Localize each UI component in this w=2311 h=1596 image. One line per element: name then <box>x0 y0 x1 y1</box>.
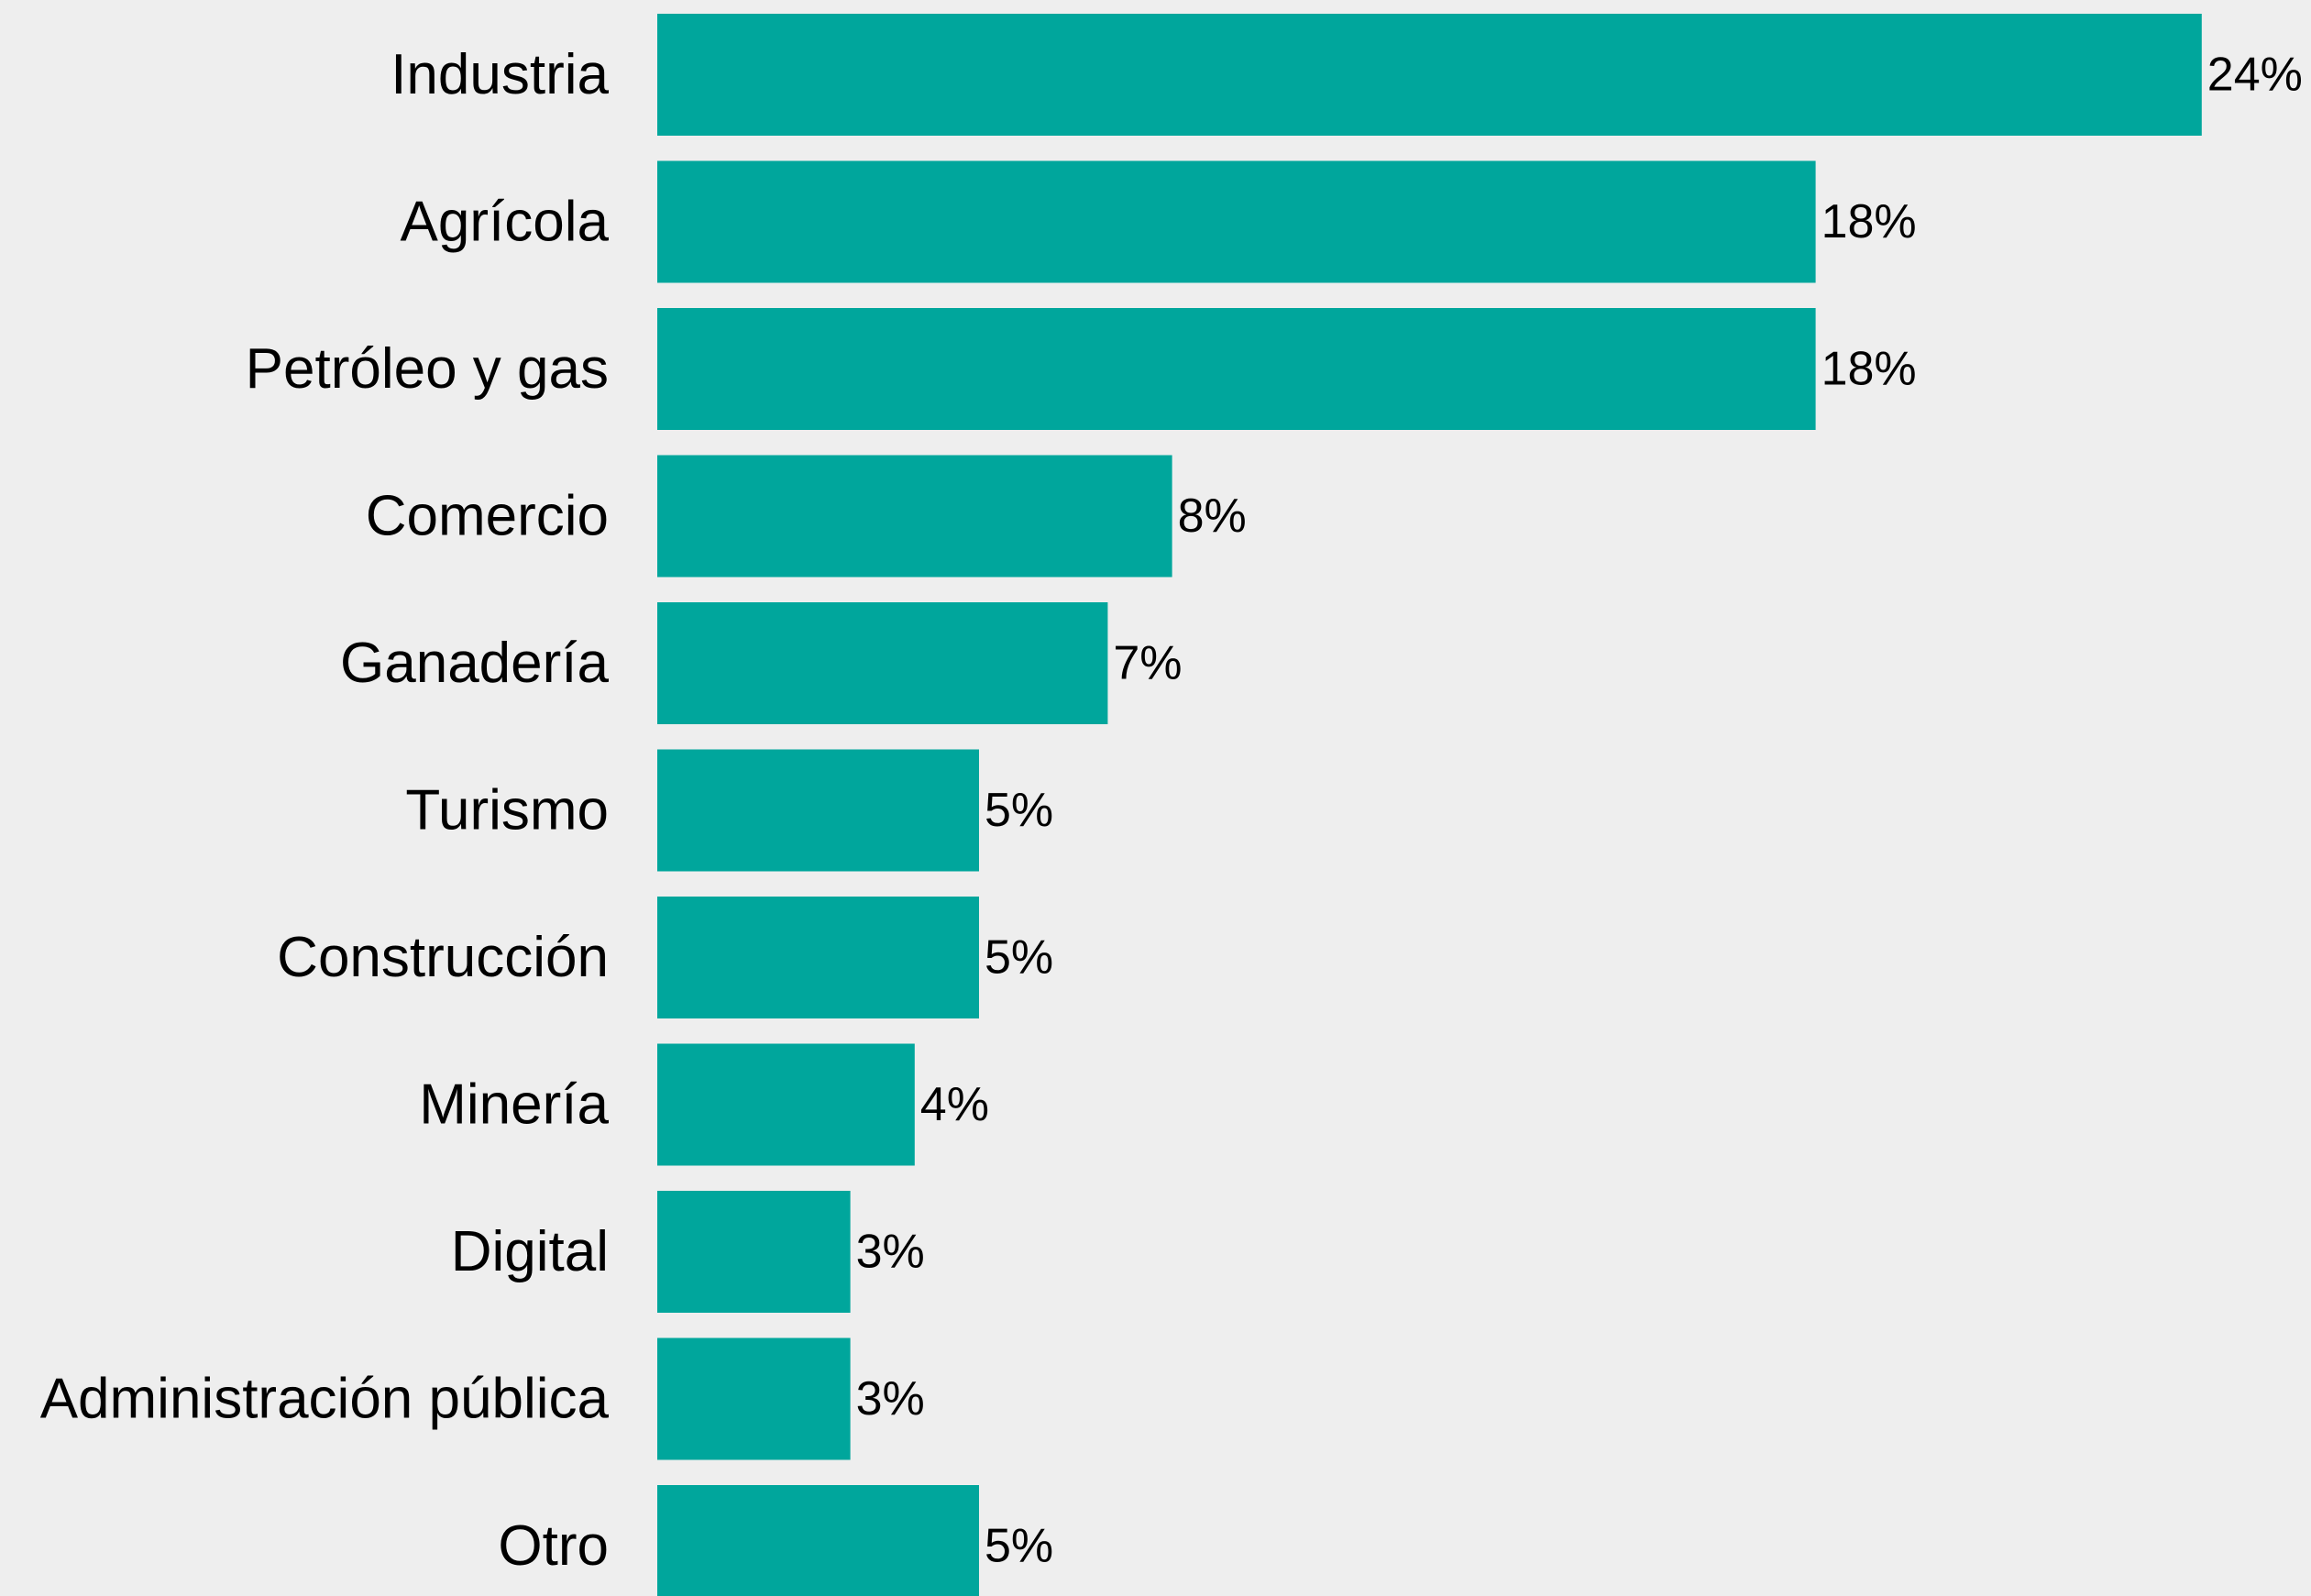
value-label-digital: 3% <box>856 1226 925 1279</box>
bar-ganaderia <box>657 602 1108 724</box>
value-label-industria: 24% <box>2207 49 2303 102</box>
category-label-otro: Otro <box>498 1514 609 1578</box>
category-label-administracion-publica: Administración pública <box>40 1368 610 1431</box>
category-label-agricola: Agrícola <box>401 191 610 254</box>
value-label-ganaderia: 7% <box>1113 637 1182 690</box>
value-label-otro: 5% <box>985 1520 1053 1573</box>
category-label-construccion: Construcción <box>277 926 609 989</box>
bar-administracion-publica <box>657 1337 851 1460</box>
value-label-comercio: 8% <box>1178 490 1247 543</box>
bar-otro <box>657 1485 979 1596</box>
category-labels-group: Industria Agrícola Petróleo y gas Comercio G… <box>40 43 610 1578</box>
bar-petroleo-y-gas <box>657 308 1816 430</box>
bar-turismo <box>657 749 979 872</box>
bar-industria <box>657 14 2202 136</box>
value-label-agricola: 18% <box>1821 195 1917 248</box>
value-label-mineria: 4% <box>920 1078 989 1131</box>
bar-comercio <box>657 455 1172 578</box>
value-labels-group: 24% 18% 18% 8% 7% 5% 5% 4% 3% 3% 5% <box>856 49 2303 1573</box>
category-label-mineria: Minería <box>419 1073 609 1137</box>
value-label-administracion-publica: 3% <box>856 1372 925 1425</box>
value-label-construccion: 5% <box>985 931 1053 985</box>
category-label-ganaderia: Ganadería <box>340 632 610 695</box>
category-label-turismo: Turismo <box>405 779 609 842</box>
category-label-comercio: Comercio <box>366 485 609 548</box>
bar-digital <box>657 1191 851 1313</box>
category-label-digital: Digital <box>451 1220 609 1283</box>
category-label-petroleo-y-gas: Petróleo y gas <box>246 337 609 401</box>
value-label-petroleo-y-gas: 18% <box>1821 343 1917 396</box>
category-label-industria: Industria <box>391 43 609 106</box>
bars-group <box>657 14 2202 1596</box>
bar-agricola <box>657 160 1816 283</box>
value-label-turismo: 5% <box>985 784 1053 837</box>
bar-construccion <box>657 897 979 1018</box>
bar-mineria <box>657 1043 915 1166</box>
